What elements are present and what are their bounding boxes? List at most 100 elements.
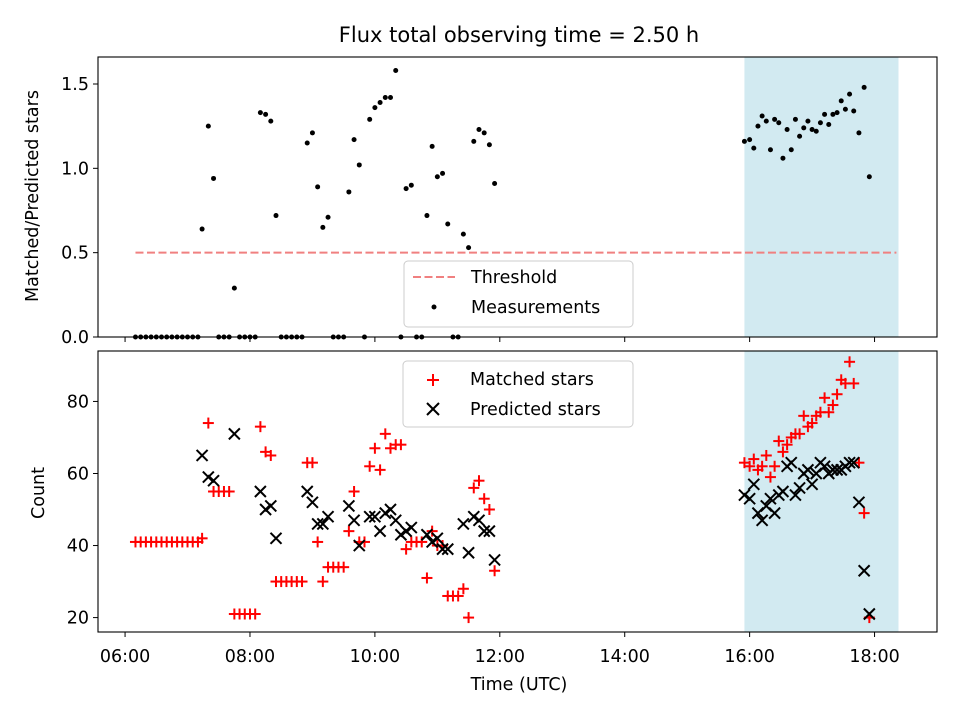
predicted-star-marker (254, 485, 267, 498)
matched-star-marker (773, 435, 785, 447)
measurement-point (763, 118, 769, 124)
matched-star-marker (760, 449, 772, 461)
measurement-point (257, 110, 263, 116)
predicted-star-marker (852, 496, 866, 509)
measurement-point (382, 94, 388, 100)
predicted-star-marker (857, 564, 871, 577)
matched-star-marker (489, 565, 501, 577)
predicted-star-marker (202, 470, 215, 484)
y-tick-label: 0.5 (61, 244, 89, 264)
predicted-star-marker (462, 546, 475, 559)
matched-star-marker (452, 590, 464, 602)
predicted-star-marker (306, 496, 319, 509)
predicted-star-marker (425, 535, 439, 549)
measurement-point (408, 182, 414, 188)
matched-star-marker (844, 356, 856, 368)
x-tick-label: 10:00 (350, 647, 400, 667)
measurement-point (830, 111, 836, 117)
measurement-point (801, 125, 807, 131)
predicted-star-marker (801, 463, 815, 477)
predicted-star-marker (488, 553, 501, 567)
matched-star-marker (249, 608, 261, 620)
predicted-star-marker (207, 474, 220, 487)
predicted-star-marker (384, 503, 397, 516)
predicted-star-marker (768, 506, 781, 520)
matched-star-marker (463, 612, 475, 624)
measurement-point (776, 120, 782, 126)
matched-star-marker (379, 428, 391, 440)
matched-star-marker (202, 417, 214, 429)
predicted-star-marker (353, 539, 366, 552)
x-tick-label: 08:00 (225, 647, 275, 667)
measurement-point (315, 184, 321, 190)
matched-star-marker (848, 377, 860, 389)
predicted-star-marker (389, 514, 402, 527)
matched-star-marker (831, 388, 843, 400)
top-x-ticks (124, 337, 876, 342)
matched-star-marker (781, 439, 793, 451)
measurement-point (834, 110, 840, 116)
measurement-point (842, 106, 848, 112)
predicted-star-marker (363, 510, 376, 523)
predicted-star-marker (399, 524, 413, 538)
predicted-star-marker (467, 510, 480, 523)
x-axis-label: Time (UTC) (470, 675, 568, 695)
matched-star-marker (769, 460, 781, 472)
chart-title: Flux total observing time = 2.50 h (339, 23, 699, 47)
matched-star-marker (744, 460, 756, 472)
matched-star-marker (764, 471, 776, 483)
predicted-star-marker (264, 499, 278, 513)
measurement-point (822, 111, 828, 117)
matched-star-marker (457, 583, 469, 595)
y-tick-label: 1.5 (61, 75, 89, 95)
predicted-star-marker (311, 517, 324, 531)
x-tick-label: 18:00 (849, 647, 899, 667)
matched-star-marker (748, 453, 760, 465)
x-tick-label: 06:00 (100, 647, 150, 667)
predicted-star-marker (457, 517, 470, 531)
measurement-point (263, 111, 269, 117)
measurement-point (320, 224, 326, 230)
predicted-star-marker (843, 456, 856, 469)
predicted-star-marker (764, 492, 777, 505)
measurement-point (847, 91, 853, 97)
predicted-star-marker (431, 532, 444, 545)
predicted-legend-swatch (426, 402, 440, 416)
measurement-point (211, 175, 217, 181)
matched-star-marker (364, 460, 376, 472)
measurement-point (772, 116, 778, 122)
measurement-point (861, 84, 867, 90)
predicted-star-marker (793, 481, 806, 495)
measurement-point (440, 170, 446, 176)
measurement-point (273, 213, 279, 219)
matched-star-marker (416, 536, 428, 548)
measurement-point (481, 130, 487, 136)
matched-star-marker (306, 457, 318, 469)
x-tick-label: 14:00 (599, 647, 649, 667)
matched-star-marker (819, 392, 831, 404)
measurement-point (372, 105, 378, 111)
y-tick-label: 60 (67, 464, 89, 484)
measurement-point (809, 127, 815, 133)
y-tick-label: 80 (67, 392, 89, 412)
measurement-point (429, 143, 435, 149)
matched-star-marker (794, 428, 806, 440)
top-axes-frame (97, 56, 938, 338)
matched-star-marker (777, 446, 789, 458)
y-tick-label: 20 (67, 609, 89, 629)
measurement-point (471, 138, 477, 144)
measurement-legend-label: Measurements (471, 298, 600, 318)
matched-star-marker (317, 576, 329, 588)
predicted-star-marker (373, 524, 387, 538)
predicted-star-marker (830, 463, 844, 477)
predicted-star-marker (441, 542, 454, 556)
measurement-point (838, 98, 844, 104)
measurement-point (741, 138, 747, 144)
measurement-point (346, 189, 352, 195)
matched-star-marker (358, 536, 370, 548)
measurement-point (797, 133, 803, 139)
measurement-point (356, 162, 362, 168)
measurement-point (851, 108, 857, 114)
predicted-star-marker (847, 456, 860, 469)
